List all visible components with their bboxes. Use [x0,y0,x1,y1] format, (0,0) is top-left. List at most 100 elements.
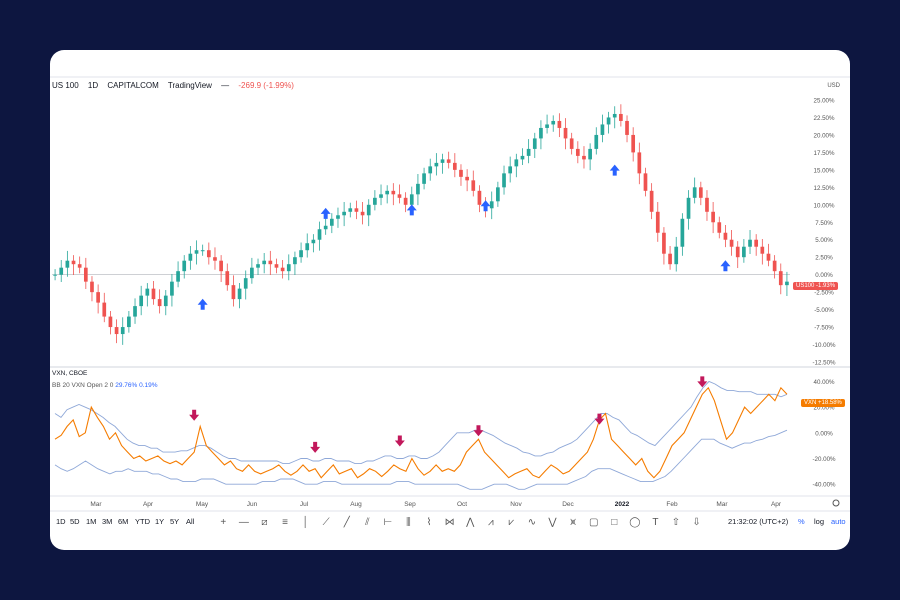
fib-icon[interactable]: ≡ [282,516,288,528]
candle-body [127,316,131,328]
candle-body [649,190,654,212]
ray-icon[interactable]: ⟋ [322,516,330,528]
candle-body [120,327,125,335]
settings-icon [832,499,840,507]
candle-body [766,253,771,261]
candle-body [717,222,722,233]
candle-body [625,120,629,135]
pitchfork-icon[interactable]: ⫼ [406,516,411,528]
timeframe-3m[interactable]: 3M [102,517,113,526]
price-axis-tick-label: 2.50% [815,255,833,262]
abcd-icon[interactable]: ⩘ [487,516,494,528]
time-axis-tick-label: Feb [666,501,678,508]
candle-body [655,211,660,233]
timeframe-all[interactable]: All [186,517,195,526]
candle-body [403,197,408,205]
auto-toggle[interactable]: auto [831,517,846,526]
price-axis-tick-label: -12.50% [812,360,836,367]
chart-canvas[interactable]: 25.00% 22.50% 20.00% 17.50% 15.00% 12.50% 10.0… [50,50,850,550]
trend-line-icon[interactable]: ╱ [343,516,350,528]
candle-body [643,173,648,191]
ellipse-icon[interactable]: ◯ [629,516,641,528]
source-label: CAPITALCOM [107,81,159,90]
candle-body [465,176,469,181]
horizontal-line-icon[interactable]: — [238,516,249,528]
timeframe-1d[interactable]: 1D [56,517,66,526]
chart-header: US 100 1D CAPITALCOM TradingView — -269.… [52,81,301,90]
drawing-toolbar: + — ⧄ ≡ │ ⟋ ╱ ⫽ ⊢ ⫼ ⌇ ⋈ ⋀ ⩘ ⩗ ∿ ⋁ ⩙ ▢ □ … [213,512,707,532]
candle-body [760,246,765,254]
candle-body [471,180,476,191]
symbol-label[interactable]: US 100 [52,81,79,90]
candle-body [674,246,679,265]
candle-body [354,208,359,212]
time-axis-tick-label: Apr [771,501,782,508]
price-axis-tick-label: 10.00% [814,202,835,209]
candle-body [416,183,420,195]
candle-body [539,127,543,139]
candle-body [71,260,76,265]
trend-angle-icon[interactable]: ⧄ [261,516,268,528]
vxn-tag: VXN +18.58% [801,399,845,407]
square-icon[interactable]: □ [611,516,618,528]
candle-body [366,204,371,216]
gann-icon[interactable]: ⋈ [444,516,455,528]
candle-body [477,190,482,205]
timeframe-1m[interactable]: 1M [86,517,97,526]
clock[interactable]: 21:32:02 (UTC+2) [728,517,789,526]
bb-label: BB 20 VXN Open 2 0 [52,382,114,389]
indicator-axis-tick-label: 20.00% [814,405,835,412]
time-axis-tick-label: Apr [143,501,154,508]
elliott-wave-icon[interactable]: ⋁ [548,516,557,528]
xabcd-icon[interactable]: ⋀ [466,516,475,528]
arrow-up-icon[interactable]: ⇧ [671,516,681,528]
rectangle-icon[interactable]: ▢ [588,516,599,528]
candle-body [729,239,734,247]
timeframe-5d[interactable]: 5D [70,517,80,526]
down-arrow-marker [594,413,605,425]
candle-body [108,316,113,328]
bottom-toolbar: 1D 5D 1M 3M 6M YTD 1Y 5Y All + — ⧄ ≡ │ ⟋… [50,512,850,532]
candle-body [176,271,180,282]
indicator-title[interactable]: VXN, CBOE [52,370,88,377]
percent-toggle[interactable]: % [798,517,805,526]
candle-body [569,138,574,149]
timeframe-ytd[interactable]: YTD [135,517,150,526]
time-axis-tick-label: Jun [247,501,258,508]
bb-legend[interactable]: BB 20 VXN Open 2 0 29.76% 0.19% [52,382,158,389]
candle-body [114,327,119,335]
parallel-channel-icon[interactable]: ⫽ [365,516,370,528]
timeframe-1y[interactable]: 1Y [155,517,165,526]
triangle-pattern-icon[interactable]: ⩗ [508,516,515,528]
candle-body [163,295,168,307]
log-toggle[interactable]: log [814,517,825,526]
candle-body [606,117,611,125]
brush-icon[interactable]: ⌇ [426,516,432,528]
price-tag: US100 -1.93% [793,282,839,290]
price-axis-tick-label: -7.50% [814,325,834,332]
indicator-axis-tick-label: -40.00% [812,482,836,489]
candle-body [532,138,537,149]
three-drives-icon[interactable]: ∿ [527,516,537,528]
candle-body [551,120,556,125]
text-icon[interactable]: T [652,516,659,528]
candle-body [299,250,303,258]
timeframe-6m[interactable]: 6M [118,517,129,526]
vertical-line-icon[interactable]: │ [302,516,309,528]
time-axis-tick-label: May [196,501,209,508]
candle-body [373,197,377,205]
candle-body [459,169,463,177]
candle-body [600,124,605,135]
vxn-line [54,386,788,479]
change-label: -269.9 (-1.99%) [238,81,294,90]
arrow-down-icon[interactable]: ⇩ [692,516,701,528]
crosshair-icon[interactable]: + [220,516,227,528]
candle-body [698,187,703,198]
horizontal-ray-icon[interactable]: ⊢ [383,516,393,528]
time-axis-tick-label: Mar [90,501,102,508]
indicator-axis-tick-label: 0.00% [815,430,833,437]
timeframe-5y[interactable]: 5Y [170,517,180,526]
cycle-lines-icon[interactable]: ⩙ [570,516,576,528]
interval-label[interactable]: 1D [87,81,99,90]
up-arrow-marker [406,204,417,216]
